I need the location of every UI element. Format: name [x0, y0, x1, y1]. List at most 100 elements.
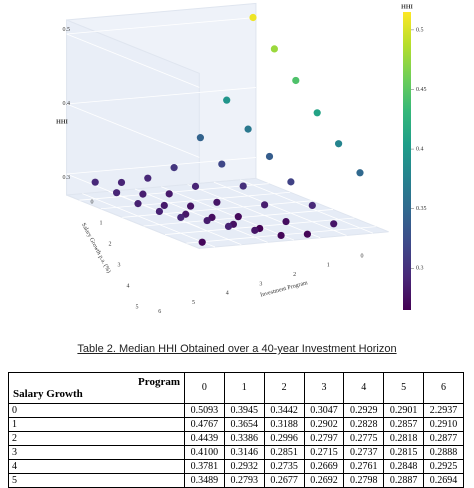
y-tick-label: 3 — [118, 262, 121, 268]
column-group-label: Program — [138, 376, 180, 388]
point — [308, 201, 316, 210]
point — [213, 198, 221, 206]
x-tick-label: 0 — [361, 253, 364, 259]
cell: 0.2737 — [343, 445, 385, 460]
cell: 0.4100 — [184, 445, 225, 460]
cell: 0.2694 — [423, 473, 464, 488]
cell: 0.5093 — [184, 403, 225, 418]
cell: 0.2848 — [383, 459, 425, 474]
point — [330, 220, 338, 228]
cell: 2.2937 — [423, 403, 464, 418]
grid-line — [187, 184, 321, 239]
x-tick-label: 3 — [259, 281, 262, 287]
chart: 0.3 0.4 0.5 HHI 0 1 2 3 4 5 0 1 2 3 4 5 6 Salary Growth p… — [56, 2, 427, 315]
header-row: Program Salary Growth 0 1 2 3 4 5 6 — [8, 372, 464, 404]
cell: 0.3047 — [303, 403, 345, 418]
point — [177, 213, 185, 222]
column-header: 0 — [184, 372, 225, 404]
point — [155, 207, 163, 216]
point — [187, 202, 195, 210]
cell: 0.2761 — [343, 459, 385, 474]
cell: 0.3442 — [263, 403, 305, 418]
cell: 0.2793 — [223, 473, 265, 488]
grid-line — [66, 87, 256, 158]
point — [218, 160, 226, 168]
point — [277, 231, 285, 240]
cell: 0.3146 — [223, 445, 265, 460]
cell: 0.2851 — [263, 445, 305, 460]
grid-line — [66, 157, 256, 228]
table-row: 3 0.4100 0.3146 0.2851 0.2715 0.2737 0.2815 0.2… — [8, 445, 464, 460]
point — [198, 238, 206, 246]
row-label: 1 — [8, 417, 185, 432]
cell: 0.3489 — [184, 473, 225, 488]
cell: 0.2775 — [343, 431, 385, 446]
table-row: 2 0.4439 0.3386 0.2996 0.2797 0.2775 0.2818 0.2… — [8, 431, 464, 446]
colorbar-tick-label: 0.3 — [416, 266, 424, 272]
cell: 0.4767 — [184, 417, 225, 432]
colorbar-tick-label: 0.45 — [416, 87, 427, 93]
grid-line — [240, 179, 373, 234]
point — [160, 201, 168, 210]
x-tick-label: 5 — [192, 300, 195, 306]
x-tick-label: 6 — [158, 309, 161, 315]
y-tick-label: 4 — [127, 283, 130, 289]
grid-line — [100, 191, 291, 210]
point — [144, 174, 152, 182]
column-header: 2 — [263, 372, 305, 404]
point — [139, 190, 147, 198]
colorbar-tick-label: 0.5 — [416, 27, 424, 33]
point — [196, 134, 204, 142]
point — [203, 216, 211, 225]
point — [117, 178, 126, 187]
z-tick-label: 0.4 — [63, 101, 71, 107]
point — [292, 76, 300, 85]
z-axis-title: HHI — [56, 119, 68, 125]
x-tick-label: 4 — [226, 291, 229, 297]
cell: 0.2857 — [383, 417, 425, 432]
y-axis-title: Salary Growth p.a. (%) — [80, 222, 112, 275]
z-tick-label: 0.3 — [63, 175, 71, 181]
x-tick-label: 2 — [293, 272, 296, 278]
cell: 0.2902 — [303, 417, 345, 432]
cell: 0.2910 — [423, 417, 464, 432]
grid-line — [79, 183, 269, 201]
table-row: 0 0.5093 0.3945 0.3442 0.3047 0.2929 0.2901 2.2… — [8, 403, 464, 418]
cell: 0.2828 — [343, 417, 385, 432]
row-label: 5 — [8, 473, 185, 488]
cell: 0.4439 — [184, 431, 225, 446]
grid-line — [66, 17, 256, 88]
point — [251, 226, 259, 234]
point — [224, 222, 233, 231]
caption: Table 2. Median HHI Obtained over a 40-y… — [77, 343, 397, 355]
row-label: 4 — [8, 459, 185, 474]
y-tick-label: 0 — [91, 199, 94, 205]
point — [239, 182, 247, 190]
cell: 0.2818 — [383, 431, 425, 446]
x-tick-label: 1 — [327, 263, 330, 269]
cell: 0.3654 — [223, 417, 265, 432]
point — [313, 109, 321, 117]
row-label: 3 — [8, 445, 185, 460]
cell: 0.2925 — [423, 459, 464, 474]
corner-cell: Program Salary Growth — [8, 372, 185, 404]
point — [282, 217, 290, 226]
point — [165, 190, 173, 198]
cell: 0.3945 — [223, 403, 265, 418]
point — [265, 152, 274, 161]
table-row: 4 0.3781 0.2932 0.2735 0.2669 0.2761 0.2848 0.2… — [8, 459, 464, 474]
column-header: 1 — [223, 372, 265, 404]
point — [134, 200, 142, 208]
row-group-label: Salary Growth — [13, 388, 83, 400]
column-header: 3 — [303, 372, 345, 404]
cell: 0.2669 — [303, 459, 345, 474]
point — [223, 96, 231, 104]
point — [270, 45, 278, 53]
point — [287, 178, 295, 186]
colorbar-title: HHI — [401, 4, 413, 10]
cell: 0.2797 — [303, 431, 345, 446]
colorbar-tick-label: 0.4 — [416, 146, 424, 152]
grid-line — [161, 186, 295, 241]
grid-line — [122, 200, 312, 218]
point — [234, 213, 242, 221]
